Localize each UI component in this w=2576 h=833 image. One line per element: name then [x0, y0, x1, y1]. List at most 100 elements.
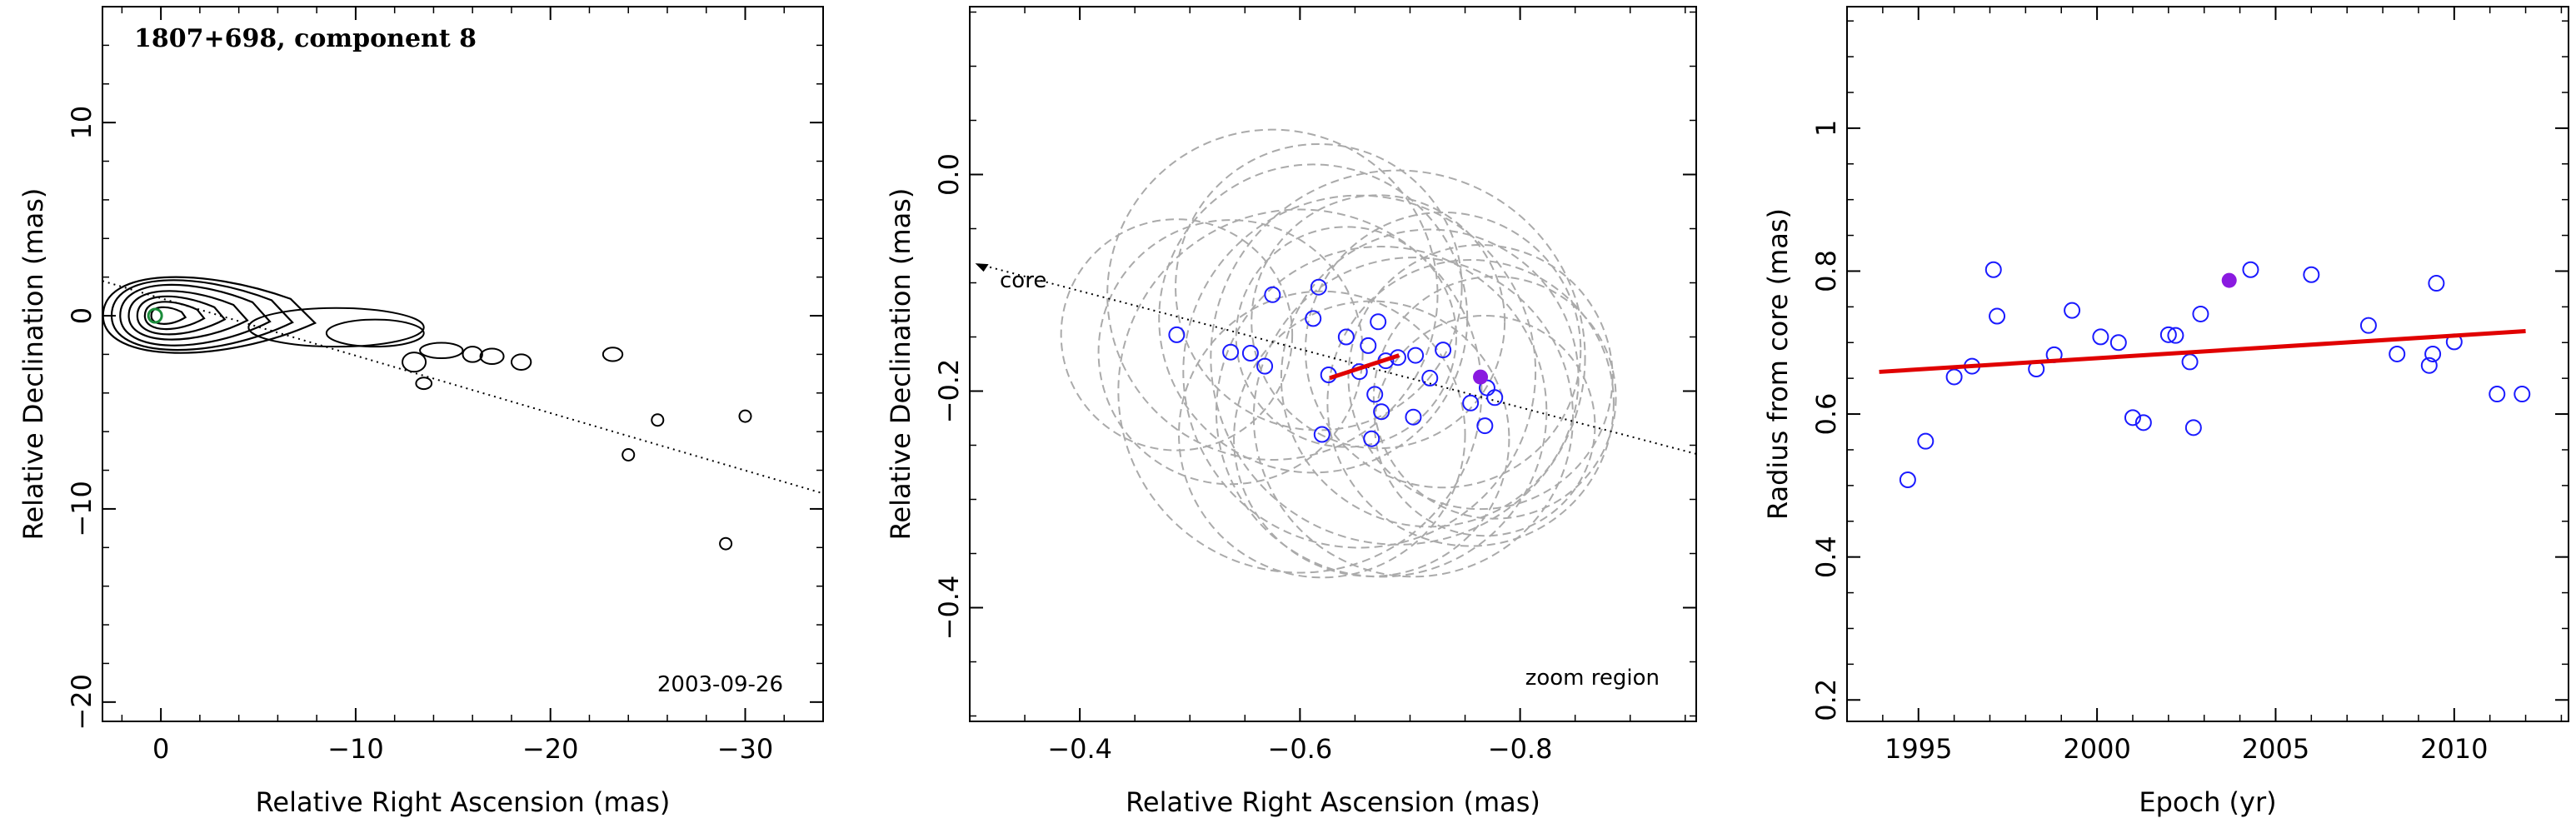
- panel2-y-axis-label: Relative Declination (mas): [885, 188, 916, 541]
- panel1-title: 1807+698, component 8: [134, 24, 477, 53]
- panel-radius-vs-epoch: 1995 2000 2005 2010 0.2 0.4 0.6 0.8 1 Epoch (yr)…: [1762, 6, 2569, 818]
- panel1-ticks: 0 −10 −20 −30 −20 −10 0 10: [66, 6, 824, 765]
- component-size-circle: [1372, 275, 1617, 520]
- panel3-x-axis-label: Epoch (yr): [2139, 786, 2276, 818]
- component-size-circle: [1178, 290, 1466, 579]
- radius-epoch-point: [1899, 471, 1916, 488]
- component-size-circle: [1117, 208, 1483, 574]
- x-tick-label: −0.8: [1488, 733, 1553, 765]
- panel1-y-axis-label: Relative Declination (mas): [17, 188, 49, 541]
- component-position-point: [1256, 357, 1274, 375]
- core-contour: [136, 295, 227, 336]
- radius-epoch-point: [2124, 409, 2141, 426]
- jet-contour: [738, 409, 752, 423]
- component-size-circle: [1175, 142, 1463, 431]
- radius-epoch-point: [2489, 386, 2506, 403]
- radius-epoch-point: [2092, 328, 2109, 346]
- y-tick-label: 1: [1810, 120, 1842, 137]
- jet-contour: [325, 318, 425, 348]
- component-size-circle: [1158, 163, 1469, 474]
- jet-contour: [415, 377, 433, 391]
- jet-contour: [719, 536, 733, 551]
- y-tick-label: 0.8: [1810, 250, 1842, 292]
- radius-epoch-point: [2420, 357, 2438, 374]
- component-position-point: [1405, 408, 1422, 426]
- component-position-point: [1363, 430, 1380, 447]
- zoom-region-label: zoom region: [1525, 666, 1660, 691]
- core-contour: [110, 279, 294, 352]
- jet-contour: [419, 342, 464, 360]
- x-tick-label: 0: [152, 733, 169, 765]
- radius-epoch-point: [2167, 327, 2184, 344]
- jet-contour: [462, 346, 483, 363]
- radius-epoch-point: [2181, 353, 2199, 371]
- panel3-y-axis-label: Radius from core (mas): [1762, 208, 1794, 520]
- radius-epoch-point: [2242, 261, 2259, 278]
- y-tick-label: −0.2: [933, 359, 965, 424]
- radius-epoch-point: [2184, 419, 2202, 436]
- x-tick-label: −0.6: [1268, 733, 1333, 765]
- core-arrowhead: [975, 263, 989, 272]
- component-position-point: [1264, 286, 1281, 303]
- y-tick-label: 0.0: [933, 153, 965, 196]
- component-position-point: [1435, 342, 1452, 359]
- radius-epoch-point: [2134, 414, 2152, 431]
- component-size-circle: [1251, 194, 1506, 450]
- core-component-marker: [147, 307, 163, 324]
- component-position-point: [1486, 389, 1504, 407]
- radius-fit-line: [1879, 329, 2526, 374]
- panel1-x-axis-label: Relative Right Ascension (mas): [256, 786, 671, 818]
- x-tick-label: 1995: [1885, 733, 1952, 765]
- y-tick-label: −0.4: [933, 576, 965, 641]
- core-direction-label: core: [1000, 268, 1046, 293]
- radius-epoch-point: [2303, 266, 2320, 283]
- component-position-point: [1310, 278, 1327, 296]
- jet-contour: [602, 347, 624, 362]
- radius-epoch-point: [2389, 345, 2406, 362]
- jet-contour: [402, 352, 427, 373]
- component-position-point: [1313, 426, 1330, 443]
- y-tick-label: 0.6: [1810, 393, 1842, 436]
- component-size-circle: [1060, 218, 1294, 451]
- component-size-circle: [1182, 194, 1537, 549]
- component-size-circle: [1326, 259, 1615, 547]
- component-position-point: [1462, 394, 1480, 412]
- contour-plot-area: [102, 276, 823, 551]
- x-tick-label: −30: [717, 733, 774, 765]
- radius-epoch-point: [1989, 307, 2006, 325]
- panel-zoom-region: −0.4 −0.6 −0.8 −0.4 −0.2 0.0 core zoom region…: [885, 6, 1697, 818]
- component-position-point: [1360, 337, 1377, 354]
- radius-epoch-point: [2109, 334, 2127, 352]
- jet-contour: [510, 353, 532, 371]
- core-contour: [119, 283, 272, 347]
- jet-contour: [651, 413, 665, 427]
- radius-epoch-point: [1945, 368, 1963, 386]
- core-contour: [127, 290, 249, 341]
- component-size-circle: [1106, 128, 1439, 461]
- component-size-circle: [1215, 246, 1548, 578]
- core-contour: [143, 301, 206, 331]
- jet-contour: [622, 448, 636, 461]
- component-size-circle: [1374, 314, 1596, 537]
- radius-epoch-point: [1917, 432, 1934, 450]
- component-size-circle: [1097, 219, 1364, 486]
- component-position-point: [1373, 403, 1390, 421]
- trajectory-fit-line: [1329, 353, 1400, 381]
- component-position-point: [1407, 347, 1425, 364]
- y-tick-label: 0.2: [1810, 679, 1842, 721]
- radius-epoch-point: [1984, 261, 2002, 278]
- radius-epoch-point: [2514, 386, 2531, 403]
- x-tick-label: 2005: [2242, 733, 2309, 765]
- panel2-ticks: −0.4 −0.6 −0.8 −0.4 −0.2 0.0: [933, 7, 1696, 765]
- panel3-frame: [1846, 6, 2569, 722]
- component-size-circle: [1252, 257, 1575, 578]
- epoch-date-label: 2003-09-26: [657, 672, 783, 697]
- component-position-point: [1421, 369, 1439, 387]
- y-tick-label: 10: [66, 106, 97, 140]
- y-tick-label: −20: [66, 674, 97, 731]
- x-tick-label: −10: [327, 733, 384, 765]
- radius-epoch-point: [2159, 326, 2177, 343]
- radius-epoch-point: [2064, 302, 2081, 319]
- highlighted-epoch-point: [1473, 369, 1489, 385]
